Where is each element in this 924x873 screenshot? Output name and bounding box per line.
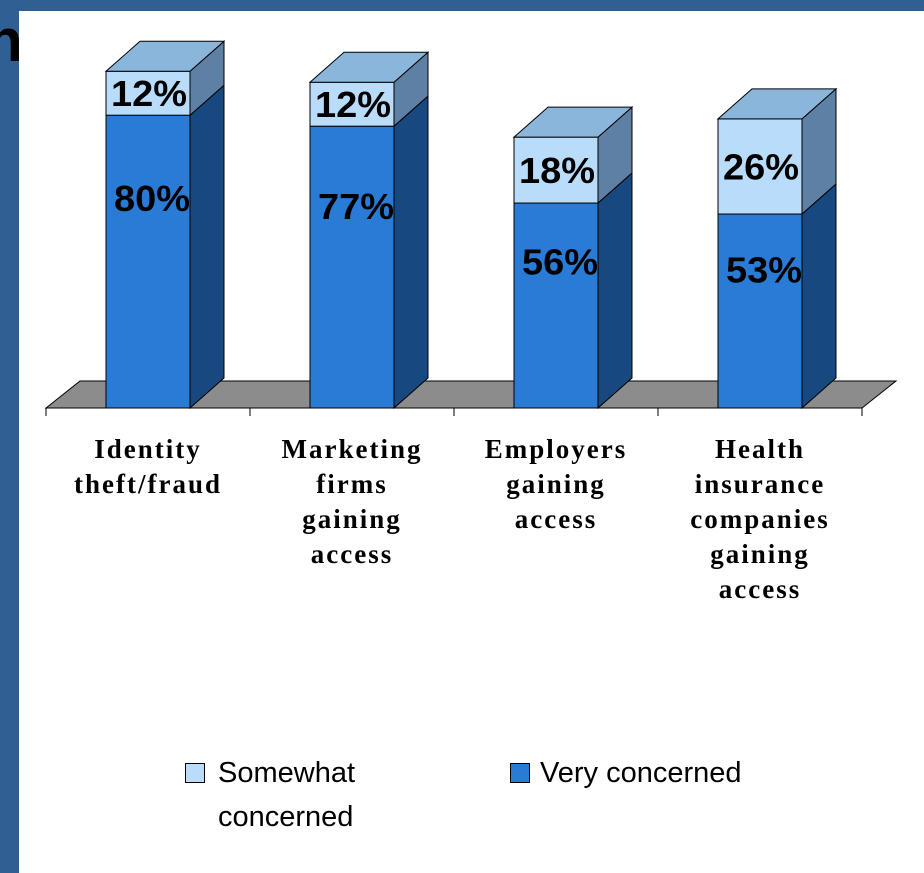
bar-somewhat-concerned [513, 136, 599, 204]
x-tick-label-identity-theft: Identity theft/fraud [74, 434, 222, 499]
bar-top-face [512, 106, 634, 138]
bar-very-concerned-side [189, 84, 225, 410]
bar-very-concerned [513, 202, 599, 409]
bar-somewhat-concerned [717, 118, 803, 215]
x-tick-label-marketing-firms: Marketing firms gaining access [281, 434, 423, 569]
data-label-somewhat: 12% [111, 73, 187, 114]
data-label-somewhat: 18% [519, 150, 595, 191]
window-frame-left: n [0, 0, 23, 873]
data-label-very: 56% [522, 241, 598, 282]
legend-swatch-very [510, 763, 530, 783]
bar-very-concerned-side [393, 95, 429, 410]
x-tick-label-employers: Employers gaining access [484, 434, 628, 534]
bar-very-concerned [105, 114, 191, 409]
bar-top-face [308, 51, 430, 83]
bar-top-face [104, 40, 226, 72]
x-tick-label-health-insurance: Health insurance companies gaining access [690, 434, 830, 604]
bar-top-face [716, 88, 838, 120]
legend-label-somewhat: Somewhat concerned [218, 757, 356, 833]
bar-very-concerned [309, 125, 395, 409]
data-label-somewhat: 12% [315, 84, 391, 125]
data-label-somewhat: 26% [723, 146, 799, 187]
data-label-very: 53% [726, 249, 802, 290]
window-frame-top [0, 0, 924, 11]
bar-very-concerned [717, 213, 803, 409]
data-label-very: 77% [318, 186, 394, 227]
data-label-very: 80% [114, 178, 190, 219]
bar-very-concerned-side [801, 182, 837, 410]
bar-very-concerned-side [597, 171, 633, 410]
clipped-title-glyph: n [0, 7, 23, 74]
legend-swatch-somewhat [185, 763, 205, 783]
legend-label-very: Very concerned [540, 757, 742, 789]
